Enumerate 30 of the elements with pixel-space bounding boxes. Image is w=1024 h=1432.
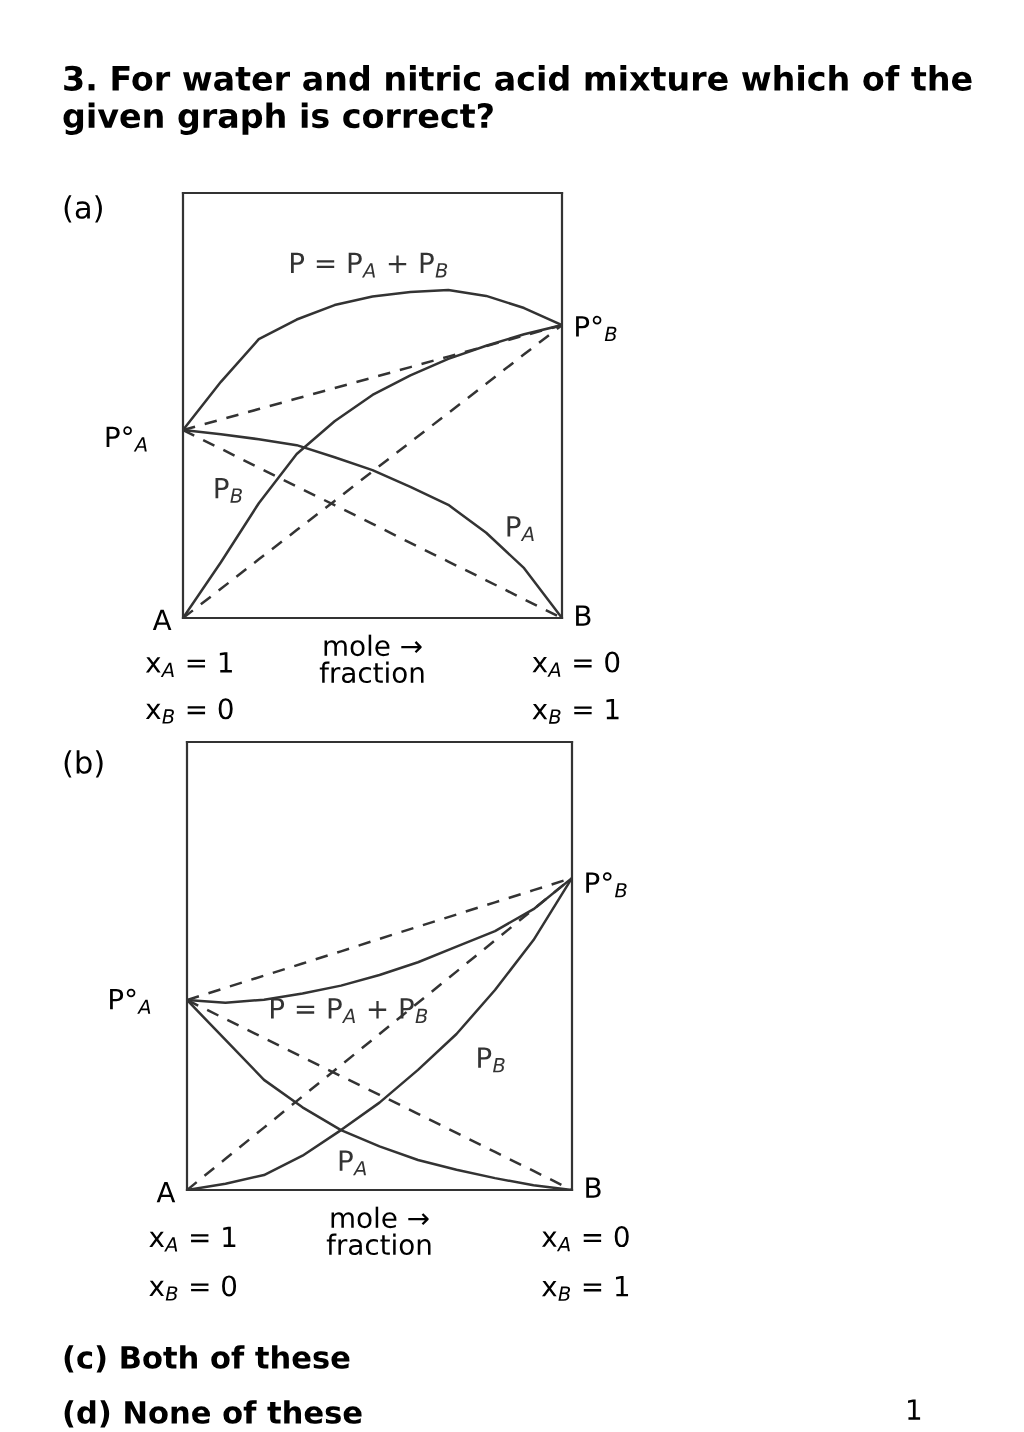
series-label: P$_{A}$ [339, 1150, 366, 1176]
text: (c) Both of these [64, 1345, 350, 1373]
text: x$_{A}$ = 1 [149, 1226, 236, 1252]
text: x$_{B}$ = 0 [149, 1275, 237, 1301]
series-label: P = P$_{A}$ + P$_{B}$ [291, 252, 448, 278]
text: x$_{A}$ = 0 [532, 651, 620, 677]
text: (d) None of these [64, 1400, 362, 1428]
text: 3. For water and nitric acid mixture which of the given graph is correct? [63, 65, 972, 135]
text: A [152, 609, 172, 630]
series-label: P$_{B}$ [215, 477, 242, 503]
text: P°$_{B}$ [576, 315, 617, 342]
text: 1 [908, 1399, 921, 1420]
text: x$_{B}$ = 1 [542, 1275, 629, 1301]
series-label: P$_{B}$ [478, 1047, 505, 1073]
text: B [586, 1177, 601, 1198]
series-label: P$_{A}$ [507, 516, 534, 541]
text: B [576, 605, 591, 626]
chart-title: (a) [64, 195, 102, 223]
text: x$_{A}$ = 0 [542, 1226, 629, 1252]
chart-title: (b) [64, 750, 103, 778]
text: P°$_{A}$ [110, 988, 151, 1014]
text: P°$_{A}$ [106, 426, 147, 452]
x-axis-title: mole → fraction [319, 634, 424, 684]
text: P°$_{B}$ [586, 872, 627, 898]
x-axis-title: mole → fraction [326, 1206, 431, 1256]
text: x$_{A}$ = 1 [145, 652, 232, 677]
text: A [156, 1181, 176, 1203]
series-label: P = P$_{A}$ + P$_{B}$ [271, 998, 428, 1023]
text: x$_{B}$ = 0 [145, 698, 233, 724]
text: x$_{B}$ = 1 [532, 698, 619, 724]
